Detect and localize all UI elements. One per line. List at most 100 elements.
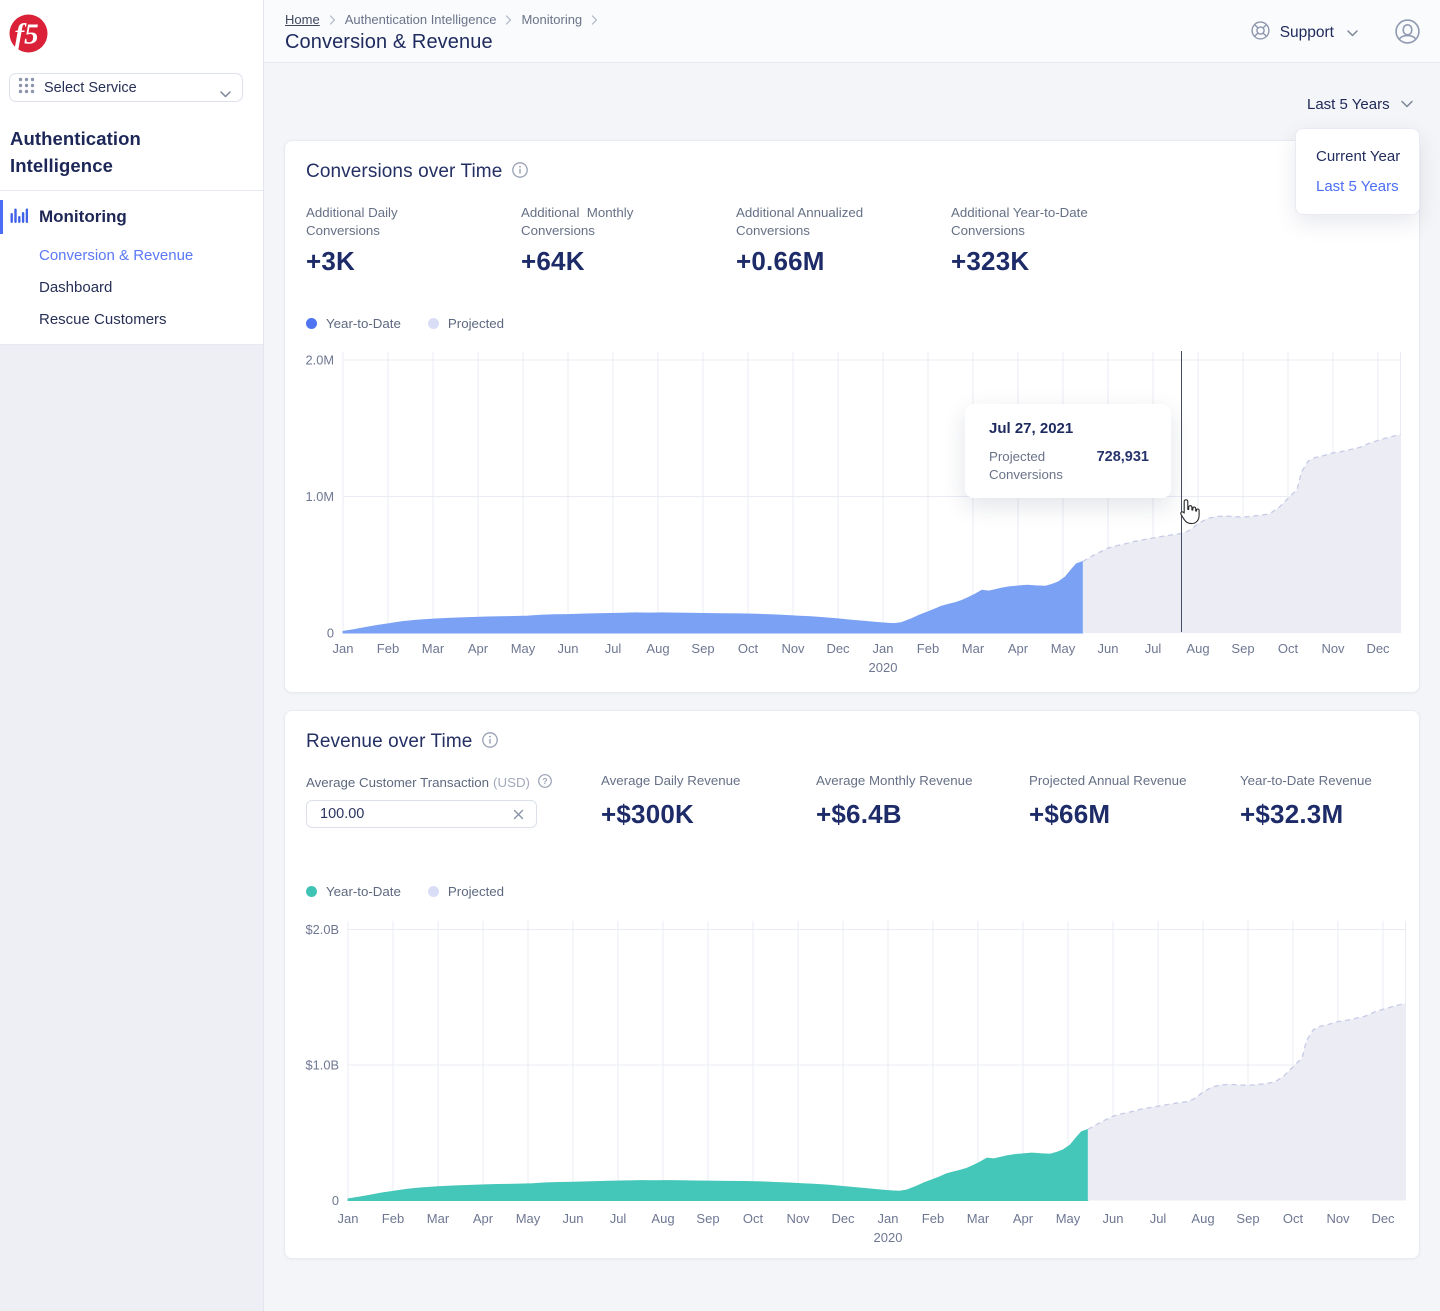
lifebuoy-icon: [1250, 20, 1271, 46]
x-tick-label: May: [511, 641, 536, 656]
tooltip-value: 728,931: [1096, 449, 1149, 465]
conversions-chart[interactable]: 0 1.0M 2.0M Jan Feb Mar Apr May Jun Jul Aug Sep Oct N…: [285, 341, 1421, 691]
x-tick-label: Nov: [1326, 1211, 1350, 1226]
area-projected: [1082, 434, 1401, 633]
x-tick-label: Aug: [646, 641, 669, 656]
menu-item-current-year[interactable]: Current Year: [1316, 148, 1401, 165]
conversions-card-title: Conversions over Time: [306, 160, 503, 182]
time-range-selected: Last 5 Years: [1307, 95, 1390, 113]
stat-value: +323K: [951, 246, 1030, 276]
svg-text:?: ?: [542, 776, 547, 786]
sidebar-top-panel: f5 Select Service: [0, 0, 263, 345]
stat-additional-monthly-conversions: Additional Monthly Conversions +64K: [521, 205, 634, 276]
x-tick-label: Jul: [610, 1211, 627, 1226]
breadcrumb-monitoring[interactable]: Monitoring: [521, 12, 583, 27]
stat-value: +0.66M: [736, 246, 825, 276]
info-icon[interactable]: [482, 732, 499, 753]
legend-label-year-to-date: Year-to-Date: [326, 316, 401, 331]
tooltip-date: Jul 27, 2021: [989, 420, 1074, 437]
grid-apps-icon: [17, 76, 36, 100]
product-title: Authentication Intelligence: [10, 128, 141, 176]
x-tick-label: Jan: [878, 1211, 899, 1226]
conversions-card: Conversions over Time Additional Daily Co…: [284, 140, 1420, 693]
stat-value: +3K: [306, 246, 356, 276]
info-icon[interactable]: [512, 162, 529, 183]
time-range-selector[interactable]: Last 5 Years: [1307, 95, 1413, 113]
chevron-right-icon: [505, 14, 512, 25]
x-tick-label: Aug: [1186, 641, 1209, 656]
x-tick-label: Dec: [1366, 641, 1390, 656]
user-avatar-icon[interactable]: [1395, 19, 1420, 44]
x-tick-label: Dec: [1371, 1211, 1395, 1226]
y-tick-label: 0: [327, 626, 334, 641]
x-tick-label: Sep: [1231, 641, 1254, 656]
time-range-menu: Current Year Last 5 Years: [1295, 128, 1420, 215]
x-tick-label: Feb: [917, 641, 939, 656]
x-tick-label: Apr: [473, 1211, 494, 1226]
avg-transaction-block: Average Customer Transaction (USD) ? 100…: [306, 774, 552, 828]
avg-transaction-input[interactable]: 100.00: [306, 800, 537, 828]
help-icon[interactable]: ?: [538, 774, 552, 791]
x-tick-label: Dec: [831, 1211, 855, 1226]
stat-value: +$32.3M: [1240, 799, 1344, 829]
breadcrumb: Home Authentication Intelligence Monitor…: [285, 12, 607, 27]
bar-chart-icon: [10, 206, 29, 229]
nav-subitems: Conversion & Revenue Dashboard Rescue Cu…: [0, 240, 263, 336]
legend-label-projected: Projected: [447, 884, 505, 899]
x-tick-label: Sep: [691, 641, 714, 656]
area-projected: [1087, 1003, 1406, 1201]
menu-item-last-5-years[interactable]: Last 5 Years: [1316, 178, 1399, 195]
revenue-chart[interactable]: 0 $1.0B $2.0B Jan Feb Mar Apr May Jun Jul Aug Sep Oc…: [285, 906, 1421, 1256]
avg-transaction-unit: (USD): [493, 775, 530, 790]
nav-section-label: Monitoring: [39, 207, 127, 226]
line-projected-dashed: [1087, 1002, 1406, 1131]
sidebar-divider: [0, 190, 263, 191]
stat-additional-daily-conversions: Additional Daily Conversions +3K: [306, 205, 398, 276]
breadcrumb-home[interactable]: Home: [285, 12, 320, 27]
x-tick-label: Mar: [422, 641, 445, 656]
x-tick-label: Jul: [1145, 641, 1162, 656]
stat-ytd-revenue: Year-to-Date Revenue +$32.3M: [1240, 773, 1372, 829]
revenue-legend: Year-to-Date Projected: [306, 884, 504, 899]
nav-section-monitoring[interactable]: Monitoring: [0, 200, 263, 234]
revenue-card-title: Revenue over Time: [306, 730, 473, 752]
clear-input-icon[interactable]: [512, 808, 525, 826]
f5-logo-text: f5: [15, 19, 39, 51]
x-tick-label: Mar: [427, 1211, 450, 1226]
x-tick-label: Sep: [1236, 1211, 1259, 1226]
avg-transaction-value: 100.00: [320, 806, 365, 822]
x-tick-label: Nov: [1321, 641, 1345, 656]
nav-item-rescue-customers[interactable]: Rescue Customers: [39, 311, 167, 328]
support-menu[interactable]: Support: [1250, 20, 1358, 46]
legend-dot-year-to-date: [306, 318, 317, 329]
line-projected-dashed: [1082, 433, 1401, 563]
y-tick-label: 2.0M: [306, 353, 334, 368]
x-tick-label: Jan: [333, 641, 354, 656]
stat-value: +$6.4B: [816, 799, 902, 829]
x-tick-label: Nov: [786, 1211, 810, 1226]
area-year-to-date: [342, 560, 1084, 634]
x-tick-label: Jan: [873, 641, 894, 656]
active-section-accent-bar: [0, 200, 3, 234]
page-title: Conversion & Revenue: [285, 31, 493, 53]
nav-item-conversion-revenue[interactable]: Conversion & Revenue: [39, 247, 194, 264]
top-header: Home Authentication Intelligence Monitor…: [264, 0, 1440, 63]
stat-value: +$66M: [1029, 799, 1111, 829]
area-year-to-date: [347, 1128, 1089, 1201]
x-tick-label: Feb: [922, 1211, 944, 1226]
x-tick-label: Jun: [558, 641, 579, 656]
x-tick-label: Oct: [1283, 1211, 1304, 1226]
stat-average-monthly-revenue: Average Monthly Revenue +$6.4B: [816, 773, 973, 829]
x-tick-label: Jul: [605, 641, 622, 656]
f5-logo[interactable]: f5: [9, 14, 48, 58]
select-service-dropdown[interactable]: Select Service: [9, 73, 243, 102]
breadcrumb-auth-intelligence[interactable]: Authentication Intelligence: [344, 12, 497, 27]
x-tick-label: Dec: [826, 641, 850, 656]
x-axis-year-label: 2020: [874, 1230, 903, 1245]
x-tick-label: Mar: [962, 641, 985, 656]
legend-label-year-to-date: Year-to-Date: [326, 884, 401, 899]
chevron-down-icon: [220, 85, 231, 103]
x-tick-label: Oct: [738, 641, 759, 656]
x-tick-label: Oct: [743, 1211, 764, 1226]
nav-item-dashboard[interactable]: Dashboard: [39, 279, 113, 296]
